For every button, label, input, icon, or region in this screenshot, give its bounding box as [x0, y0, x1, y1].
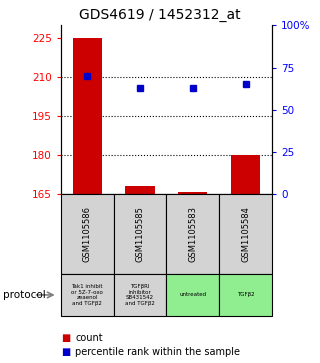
Text: GSM1105583: GSM1105583 — [188, 206, 197, 262]
Bar — [178, 192, 207, 194]
Text: Tak1 inhibit
or 5Z-7-oxo
zeaenol
and TGFβ2: Tak1 inhibit or 5Z-7-oxo zeaenol and TGF… — [71, 284, 103, 306]
Text: GDS4619 / 1452312_at: GDS4619 / 1452312_at — [79, 8, 241, 22]
Bar — [73, 38, 102, 194]
Text: GSM1105584: GSM1105584 — [241, 206, 250, 262]
Text: GSM1105586: GSM1105586 — [83, 206, 92, 262]
Text: percentile rank within the sample: percentile rank within the sample — [75, 347, 240, 357]
Text: GSM1105585: GSM1105585 — [135, 206, 145, 262]
Text: TGFβ2: TGFβ2 — [237, 293, 254, 297]
Text: untreated: untreated — [179, 293, 206, 297]
Text: ■: ■ — [61, 333, 70, 343]
Bar — [231, 155, 260, 194]
Text: TGFβRI
inhibitor
SB431542
and TGFβ2: TGFβRI inhibitor SB431542 and TGFβ2 — [125, 284, 155, 306]
Bar — [125, 187, 155, 194]
Text: protocol: protocol — [3, 290, 46, 300]
Text: ■: ■ — [61, 347, 70, 357]
Text: count: count — [75, 333, 103, 343]
